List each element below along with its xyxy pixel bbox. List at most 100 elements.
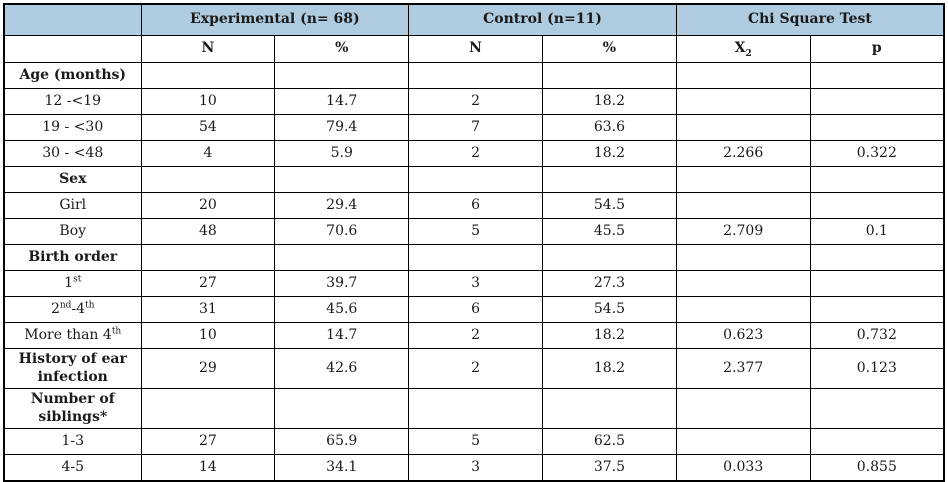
table-cell — [809, 88, 945, 115]
table-cell — [809, 244, 945, 271]
table-row: Number of siblings* — [3, 388, 945, 429]
table-cell: 14 — [140, 454, 276, 481]
table-cell: 5.9 — [274, 140, 410, 167]
table-cell — [809, 388, 945, 429]
row-label: Boy — [3, 218, 142, 245]
table-cell: 54.5 — [541, 296, 677, 323]
table-row: 30 - <48 4 5.9 2 18.2 2.266 0.322 — [3, 140, 945, 167]
row-label: Sex — [3, 166, 142, 193]
row-label: 19 - <30 — [3, 114, 142, 141]
sub-header-cell: N — [408, 35, 543, 63]
table-cell: 2 — [408, 88, 543, 115]
table-cell: 45.6 — [274, 296, 410, 323]
table-cell — [675, 388, 811, 429]
table-cell: 0.623 — [675, 322, 811, 349]
table-cell — [408, 166, 543, 193]
table-cell: 2.266 — [675, 140, 811, 167]
row-label: More than 4th — [3, 322, 142, 349]
table-cell: 62.5 — [541, 428, 677, 455]
table-row: 19 - <30 54 79.4 7 63.6 — [3, 114, 945, 141]
table-cell: 27 — [140, 428, 276, 455]
demographics-table: Experimental (n= 68) Control (n=11) Chi Sq… — [3, 3, 945, 482]
row-label: Girl — [3, 192, 142, 219]
table-cell — [541, 244, 677, 271]
table-cell — [675, 114, 811, 141]
table-cell: 18.2 — [541, 88, 677, 115]
column-group-header: Experimental (n= 68) — [140, 3, 410, 36]
table-cell: 18.2 — [541, 140, 677, 167]
table-cell: 18.2 — [541, 348, 677, 389]
table-cell: 79.4 — [274, 114, 410, 141]
table-cell — [809, 192, 945, 219]
table-cell: 27.3 — [541, 270, 677, 297]
table-cell: 2.377 — [675, 348, 811, 389]
table-body: Age (months) 12 -<19 10 14.7 2 18.2 19 - <30 54… — [3, 62, 945, 481]
table-cell — [408, 388, 543, 429]
table-cell — [140, 388, 276, 429]
table-cell — [140, 62, 276, 89]
table-cell — [274, 166, 410, 193]
sub-header-cell: X2 — [675, 35, 811, 63]
table-row: 12 -<19 10 14.7 2 18.2 — [3, 88, 945, 115]
table-header: Experimental (n= 68) Control (n=11) Chi Sq… — [3, 3, 945, 63]
row-label: 4-5 — [3, 454, 142, 481]
row-label: Birth order — [3, 244, 142, 271]
table-cell: 2.709 — [675, 218, 811, 245]
table-cell: 39.7 — [274, 270, 410, 297]
table-cell — [274, 388, 410, 429]
table-cell: 63.6 — [541, 114, 677, 141]
table-cell — [809, 428, 945, 455]
table-cell — [408, 244, 543, 271]
row-label: 2nd-4th — [3, 296, 142, 323]
table-cell — [675, 192, 811, 219]
sub-header-cell: N — [140, 35, 276, 63]
table-cell: 0.1 — [809, 218, 945, 245]
table-row: 4-5 14 34.1 3 37.5 0.033 0.855 — [3, 454, 945, 481]
table-cell — [541, 388, 677, 429]
table-row: Girl 20 29.4 6 54.5 — [3, 192, 945, 219]
table-cell — [675, 244, 811, 271]
table-cell: 0.123 — [809, 348, 945, 389]
row-label: History of ear infection — [3, 348, 142, 389]
table-cell — [140, 244, 276, 271]
table-cell: 3 — [408, 454, 543, 481]
table-cell: 42.6 — [274, 348, 410, 389]
table-row: Age (months) — [3, 62, 945, 89]
table-cell: 48 — [140, 218, 276, 245]
table-cell: 10 — [140, 88, 276, 115]
table-cell — [675, 88, 811, 115]
table-cell: 29 — [140, 348, 276, 389]
table-cell: 14.7 — [274, 88, 410, 115]
table-cell — [140, 166, 276, 193]
column-group-header: Control (n=11) — [408, 3, 677, 36]
table-row: Birth order — [3, 244, 945, 271]
table-cell — [675, 296, 811, 323]
table-cell: 70.6 — [274, 218, 410, 245]
table-cell: 20 — [140, 192, 276, 219]
sub-header-cell: % — [274, 35, 410, 63]
table-cell — [408, 62, 543, 89]
table-cell — [809, 270, 945, 297]
table-row: 1st 27 39.7 3 27.3 — [3, 270, 945, 297]
table-cell: 27 — [140, 270, 276, 297]
table-cell: 65.9 — [274, 428, 410, 455]
table-row: Sex — [3, 166, 945, 193]
row-label: 1-3 — [3, 428, 142, 455]
table-cell — [675, 166, 811, 193]
table-cell: 0.322 — [809, 140, 945, 167]
sub-header-row: N% N% X2 p — [3, 35, 945, 63]
table-cell — [675, 428, 811, 455]
table-cell — [675, 270, 811, 297]
table-cell: 3 — [408, 270, 543, 297]
table-cell: 0.732 — [809, 322, 945, 349]
table-cell: 29.4 — [274, 192, 410, 219]
column-group-header — [3, 3, 142, 36]
table-cell: 0.855 — [809, 454, 945, 481]
table-row: More than 4th 10 14.7 2 18.2 0.623 0.732 — [3, 322, 945, 349]
table-cell: 2 — [408, 140, 543, 167]
table-cell — [675, 62, 811, 89]
table-cell: 5 — [408, 428, 543, 455]
table-cell: 14.7 — [274, 322, 410, 349]
table-cell: 7 — [408, 114, 543, 141]
